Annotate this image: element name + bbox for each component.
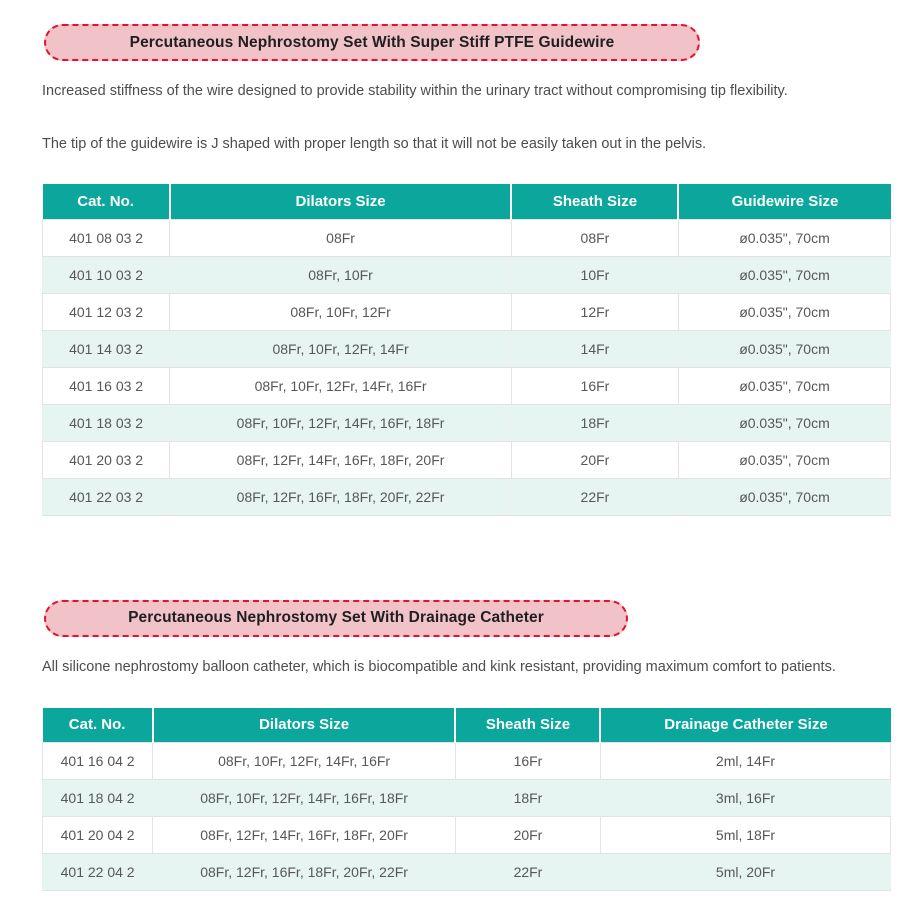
cell-drainage-catheter-size: 5ml, 18Fr [599, 816, 892, 855]
cell-sheath-size: 10Fr [510, 255, 679, 294]
cell-dilators-size: 08Fr, 12Fr, 16Fr, 18Fr, 20Fr, 22Fr [152, 853, 456, 892]
cell-dilators-size: 08Fr, 10Fr, 12Fr, 14Fr, 16Fr [152, 742, 456, 781]
cell-cat-no: 401 14 03 2 [41, 329, 171, 368]
cell-cat-no: 401 18 03 2 [41, 403, 171, 442]
cell-sheath-size: 20Fr [510, 440, 679, 479]
cell-cat-no: 401 22 04 2 [41, 853, 154, 892]
cell-cat-no: 401 20 03 2 [41, 440, 171, 479]
column-header-cat-no: Cat. No. [42, 184, 171, 220]
cell-sheath-size: 14Fr [510, 329, 679, 368]
table-row: 401 12 03 2 08Fr, 10Fr, 12Fr 12Fr ø0.035… [41, 292, 892, 331]
cell-drainage-catheter-size: 3ml, 16Fr [599, 779, 892, 818]
description-paragraph: Increased stiffness of the wire designed… [42, 83, 788, 99]
table-row: 401 20 03 2 08Fr, 12Fr, 14Fr, 16Fr, 18Fr… [41, 440, 892, 479]
column-header-cat-no: Cat. No. [42, 707, 154, 743]
cell-cat-no: 401 12 03 2 [41, 292, 171, 331]
table-header-row: Cat. No. Dilators Size Sheath Size Drain… [42, 707, 891, 743]
table-row: 401 16 03 2 08Fr, 10Fr, 12Fr, 14Fr, 16Fr… [41, 366, 892, 405]
cell-dilators-size: 08Fr, 12Fr, 14Fr, 16Fr, 18Fr, 20Fr [169, 440, 512, 479]
cell-dilators-size: 08Fr, 12Fr, 16Fr, 18Fr, 20Fr, 22Fr [169, 477, 512, 516]
cell-dilators-size: 08Fr, 10Fr [169, 255, 512, 294]
cell-cat-no: 401 16 03 2 [41, 366, 171, 405]
cell-sheath-size: 20Fr [454, 816, 601, 855]
description-paragraph: All silicone nephrostomy balloon cathete… [42, 658, 836, 675]
column-header-dilators-size: Dilators Size [152, 707, 457, 743]
cell-dilators-size: 08Fr, 12Fr, 14Fr, 16Fr, 18Fr, 20Fr [152, 816, 456, 855]
table-header-row: Cat. No. Dilators Size Sheath Size Guide… [42, 184, 891, 220]
cell-sheath-size: 16Fr [510, 366, 679, 405]
cell-guidewire-size: ø0.035", 70cm [677, 329, 892, 368]
cell-sheath-size: 16Fr [454, 742, 601, 781]
cell-sheath-size: 22Fr [454, 853, 601, 892]
column-header-sheath-size: Sheath Size [511, 184, 680, 220]
cell-cat-no: 401 20 04 2 [41, 816, 154, 855]
cell-guidewire-size: ø0.035", 70cm [677, 366, 892, 405]
column-header-dilators-size: Dilators Size [169, 184, 513, 220]
cell-guidewire-size: ø0.035", 70cm [677, 218, 892, 257]
cell-sheath-size: 22Fr [510, 477, 679, 516]
section-title: Percutaneous Nephrostomy Set With Draina… [128, 609, 544, 627]
cell-guidewire-size: ø0.035", 70cm [677, 403, 892, 442]
cell-guidewire-size: ø0.035", 70cm [677, 440, 892, 479]
cell-dilators-size: 08Fr, 10Fr, 12Fr, 14Fr, 16Fr [169, 366, 512, 405]
table-row: 401 22 04 2 08Fr, 12Fr, 16Fr, 18Fr, 20Fr… [41, 853, 892, 892]
section-header-drainage-catheter-set: Percutaneous Nephrostomy Set With Draina… [44, 599, 628, 637]
cell-dilators-size: 08Fr, 10Fr, 12Fr, 14Fr, 16Fr, 18Fr [152, 779, 456, 818]
cell-drainage-catheter-size: 5ml, 20Fr [599, 853, 892, 892]
table-row: 401 14 03 2 08Fr, 10Fr, 12Fr, 14Fr 14Fr … [41, 329, 892, 368]
section-title: Percutaneous Nephrostomy Set With Super … [129, 33, 615, 51]
cell-cat-no: 401 18 04 2 [41, 779, 154, 818]
table-row: 401 20 04 2 08Fr, 12Fr, 14Fr, 16Fr, 18Fr… [41, 816, 892, 855]
cell-sheath-size: 18Fr [454, 779, 601, 818]
section-header-guidewire-set: Percutaneous Nephrostomy Set With Super … [44, 24, 700, 61]
cell-drainage-catheter-size: 2ml, 14Fr [599, 742, 892, 781]
table-row: 401 10 03 2 08Fr, 10Fr 10Fr ø0.035", 70c… [41, 255, 892, 294]
cell-sheath-size: 08Fr [510, 218, 679, 257]
table-row: 401 08 03 2 08Fr 08Fr ø0.035", 70cm [41, 218, 892, 257]
cell-sheath-size: 12Fr [510, 292, 679, 331]
cell-cat-no: 401 10 03 2 [41, 255, 171, 294]
guidewire-spec-table: Cat. No. Dilators Size Sheath Size Guide… [41, 184, 892, 516]
cell-guidewire-size: ø0.035", 70cm [677, 477, 892, 516]
cell-cat-no: 401 22 03 2 [41, 477, 171, 516]
cell-dilators-size: 08Fr, 10Fr, 12Fr [169, 292, 512, 331]
cell-cat-no: 401 16 04 2 [41, 742, 154, 781]
description-paragraph: The tip of the guidewire is J shaped wit… [42, 135, 707, 152]
cell-sheath-size: 18Fr [510, 403, 679, 442]
table-row: 401 16 04 2 08Fr, 10Fr, 12Fr, 14Fr, 16Fr… [41, 742, 892, 781]
cell-guidewire-size: ø0.035", 70cm [677, 255, 892, 294]
cell-dilators-size: 08Fr, 10Fr, 12Fr, 14Fr [169, 329, 512, 368]
table-row: 401 18 03 2 08Fr, 10Fr, 12Fr, 14Fr, 16Fr… [41, 403, 892, 442]
cell-dilators-size: 08Fr [169, 218, 512, 257]
table-row: 401 22 03 2 08Fr, 12Fr, 16Fr, 18Fr, 20Fr… [41, 477, 892, 516]
cell-dilators-size: 08Fr, 10Fr, 12Fr, 14Fr, 16Fr, 18Fr [169, 403, 512, 442]
drainage-catheter-spec-table: Cat. No. Dilators Size Sheath Size Drain… [41, 707, 892, 892]
cell-guidewire-size: ø0.035", 70cm [677, 292, 892, 331]
column-header-guidewire-size: Guidewire Size [678, 184, 891, 220]
column-header-sheath-size: Sheath Size [455, 707, 602, 743]
column-header-drainage-catheter-size: Drainage Catheter Size [600, 707, 891, 743]
cell-cat-no: 401 08 03 2 [41, 218, 171, 257]
table-row: 401 18 04 2 08Fr, 10Fr, 12Fr, 14Fr, 16Fr… [41, 779, 892, 818]
